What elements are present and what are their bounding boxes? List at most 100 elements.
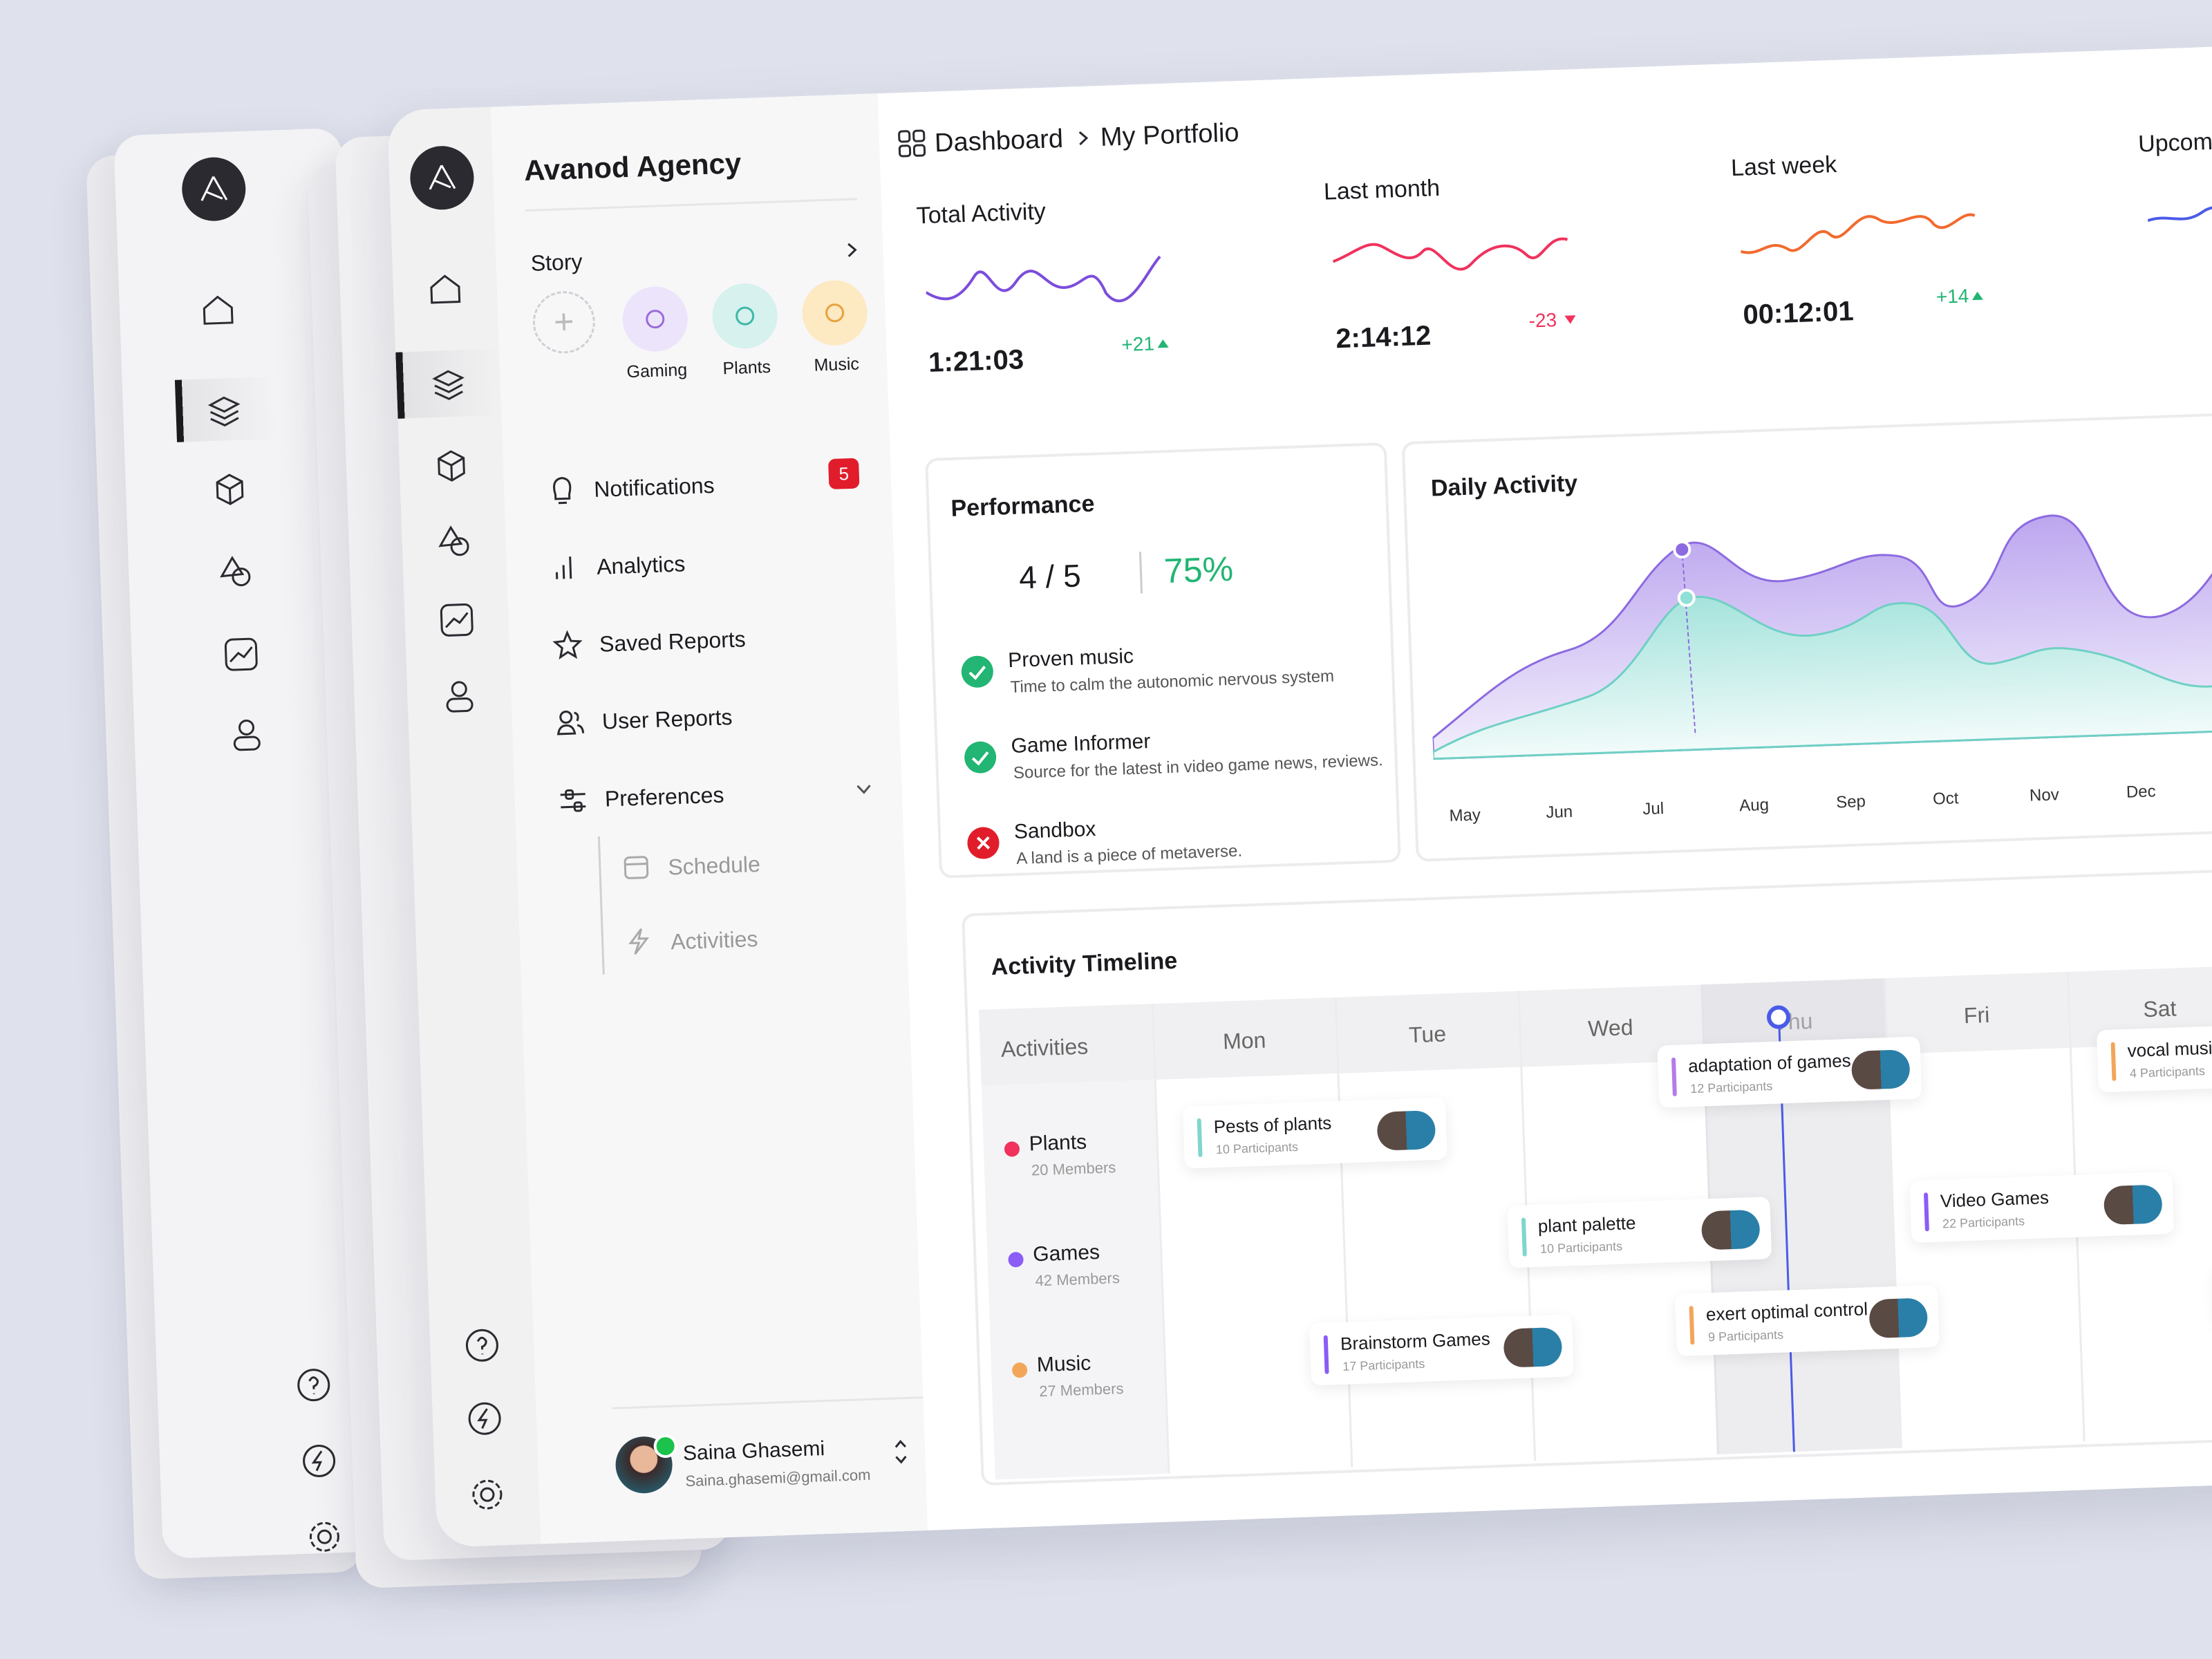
event-participants: 10 Participants [1215, 1139, 1299, 1157]
user-name: Saina Ghasemi [682, 1437, 825, 1465]
hover-line [1681, 549, 1696, 736]
nav-label[interactable]: User Reports [601, 704, 733, 734]
user-icon[interactable] [438, 675, 481, 718]
status-icon [967, 827, 1000, 859]
nav-badge: 5 [827, 458, 860, 490]
home-icon[interactable] [424, 267, 467, 310]
status-icon [961, 655, 993, 688]
sub-icon [624, 856, 649, 879]
perf-percent: 75% [1163, 549, 1234, 591]
row-name: Games [1032, 1241, 1100, 1266]
breadcrumb[interactable]: My Portfolio [1100, 118, 1240, 152]
perf-score: 4 / 5 [1018, 557, 1082, 596]
event-participants: 17 Participants [1342, 1356, 1425, 1374]
sparkline [1740, 213, 1976, 254]
event-avatars [1503, 1327, 1563, 1368]
nav-label[interactable]: Notifications [593, 472, 715, 502]
expand-icon[interactable] [890, 1434, 912, 1470]
app-window: Avanod Agency Story + Saina Ghasemi Sain… [387, 40, 2212, 1548]
row-members: 27 Members [1038, 1379, 1124, 1400]
card-title: Daily Activity [1430, 470, 1578, 502]
chevron[interactable] [841, 239, 863, 261]
stat-value: 1:21:03 [928, 344, 1024, 378]
shapes-icon [220, 556, 251, 587]
stat-title: Last week [1730, 151, 1837, 182]
bolt-icon [303, 1444, 336, 1477]
event-name: Video Games [1940, 1187, 2050, 1212]
status-icon [964, 741, 997, 774]
settings-icon [309, 1521, 339, 1552]
shapes-icon[interactable] [433, 520, 476, 563]
breadcrumb[interactable]: Dashboard [934, 124, 1064, 158]
stat-title: Upcoming [2137, 127, 2212, 158]
story-label: Gaming [626, 360, 688, 382]
month-label: Aug [1738, 795, 1770, 816]
stat-value: 2:14:12 [1335, 320, 1432, 355]
logo-icon [429, 165, 456, 190]
stat-title: Total Activity [916, 198, 1047, 229]
nav-icon [560, 789, 586, 812]
event-participants: 12 Participants [1689, 1078, 1773, 1096]
story-label: Music [814, 354, 860, 375]
event-avatars [1850, 1049, 1911, 1090]
sub-label[interactable]: Activities [670, 926, 759, 955]
nav-label[interactable]: Saved Reports [599, 626, 747, 657]
row-members: 42 Members [1035, 1269, 1121, 1290]
hover-point [1673, 541, 1691, 559]
help-icon [297, 1369, 330, 1402]
delta-arrow [1564, 315, 1576, 324]
delta-arrow [1157, 339, 1169, 348]
event-participants: 4 Participants [2129, 1064, 2206, 1080]
home-icon [203, 295, 234, 325]
row-name: Plants [1029, 1130, 1087, 1156]
nav-label[interactable]: Analytics [596, 551, 686, 579]
delta-arrow [1971, 291, 1983, 301]
logo-icon [200, 176, 228, 201]
stat-title: Last month [1323, 174, 1441, 205]
story-title: Story [530, 249, 583, 276]
card-title: Performance [950, 490, 1096, 522]
box-icon [216, 474, 244, 505]
event-participants: 10 Participants [1539, 1239, 1623, 1256]
layers-icon [207, 396, 241, 427]
grid-icon [898, 129, 926, 158]
stat-delta: -23 [1528, 309, 1557, 332]
settings-icon[interactable] [466, 1473, 509, 1516]
story-icon [825, 303, 845, 323]
event-avatars [1376, 1110, 1436, 1151]
stat-delta: +21 [1121, 332, 1155, 356]
nav-icon [553, 476, 572, 505]
event-avatars [1700, 1209, 1761, 1250]
sparkline [925, 255, 1161, 303]
nav-label[interactable]: Preferences [604, 782, 724, 812]
sub-icon [628, 928, 650, 955]
nav-icon [556, 711, 585, 735]
month-label: Oct [1932, 789, 1959, 809]
header-label: Activities [1000, 1033, 1089, 1062]
item-title: Game Informer [1011, 730, 1151, 758]
layers-icon[interactable] [427, 362, 470, 405]
help-icon[interactable] [460, 1324, 503, 1367]
story-icon [735, 306, 755, 326]
month-label: Jun [1545, 802, 1573, 823]
event-avatars [1868, 1297, 1929, 1339]
event-name: Pests of plants [1213, 1112, 1332, 1138]
sparkline [1332, 237, 1568, 271]
chart-icon[interactable] [435, 599, 478, 641]
sub-label[interactable]: Schedule [667, 851, 761, 880]
chevron [1078, 131, 1089, 146]
box-icon[interactable] [430, 444, 473, 487]
event-avatars [2103, 1184, 2163, 1226]
month-label: May [1449, 805, 1481, 825]
user-icon [233, 719, 261, 751]
bolt-icon[interactable] [463, 1397, 506, 1440]
sparkline [2147, 201, 2212, 223]
area-series [1432, 595, 2212, 760]
event-name: plant palette [1537, 1212, 1636, 1237]
story-icon [646, 310, 665, 329]
stat-delta: +14 [1936, 285, 1969, 308]
stat-value: 00:12:01 [1742, 296, 1855, 330]
